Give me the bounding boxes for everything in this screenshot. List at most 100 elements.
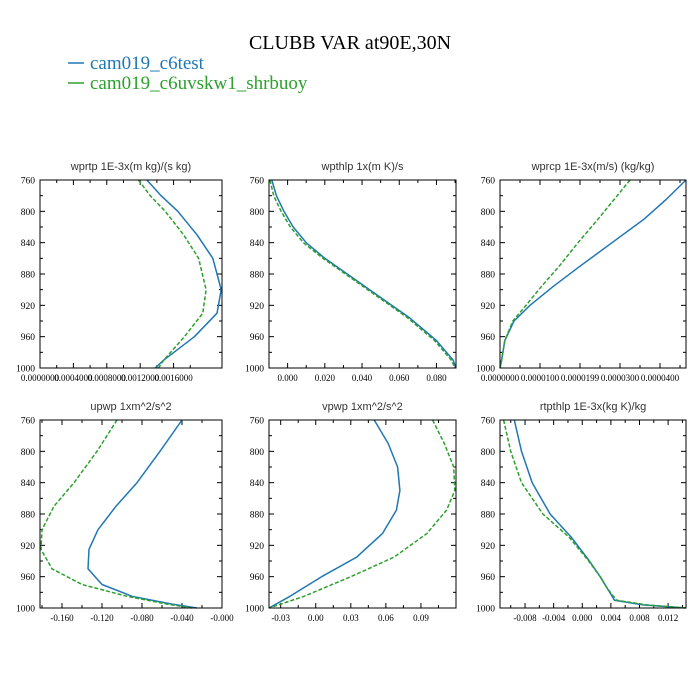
x-tick-label: -0.040 (170, 613, 194, 623)
panel-title: rtpthlp 1E-3x(kg K)/kg (540, 401, 646, 413)
y-tick-label: 800 (21, 208, 36, 218)
panel-title: wprcp 1E-3x(m/s) (kg/kg) (531, 161, 655, 173)
y-tick-label: 960 (481, 573, 496, 583)
panel-3: upwp 1xm^2/s^2 760 800 840 880 920 960 1000 -0.1… (16, 401, 234, 623)
plot-frame (268, 419, 457, 609)
series-line-0 (271, 179, 457, 369)
y-tick-label: 1000 (16, 605, 35, 615)
y-tick-label: 960 (21, 333, 36, 343)
y-tick-label: 880 (21, 511, 36, 521)
x-tick-label: 0.0000199 (561, 373, 600, 383)
series-line-0 (499, 179, 687, 369)
legend-label-1: cam019_c6uvskw1_shrbuoy (90, 73, 308, 94)
legend: cam019_c6test cam019_c6uvskw1_shrbuoy (68, 53, 308, 94)
y-tick-label: 1000 (16, 365, 35, 375)
x-tick-label: 0.0000100 (521, 373, 560, 383)
y-tick-label: 880 (481, 271, 496, 281)
y-tick-label: 920 (481, 542, 496, 552)
y-tick-label: 760 (481, 177, 496, 187)
y-tick-label: 800 (250, 448, 265, 458)
x-tick-label: 0.09 (413, 613, 429, 623)
y-tick-label: 920 (250, 542, 265, 552)
x-tick-label: 0.0008000 (88, 373, 127, 383)
figure-title: CLUBB VAR at90E,30N (249, 32, 451, 54)
y-tick-label: 920 (481, 302, 496, 312)
x-tick-label: 0.0000000 (481, 373, 520, 383)
x-tick-label: -0.160 (50, 613, 74, 623)
x-tick-label: 0.0012000 (121, 373, 160, 383)
plot-frame (499, 419, 687, 609)
panel-5: rtpthlp 1E-3x(kg K)/kg 760 800 840 880 920 960… (476, 401, 687, 623)
series-line-1 (499, 179, 631, 369)
x-tick-label: -0.004 (542, 613, 566, 623)
y-tick-label: 960 (21, 573, 36, 583)
series-line-0 (513, 419, 687, 609)
y-tick-label: 920 (21, 302, 36, 312)
plot-frame (39, 179, 223, 369)
x-tick-label: 0.008 (629, 613, 650, 623)
y-tick-label: 1000 (476, 365, 495, 375)
x-tick-label: 0.0004000 (54, 373, 93, 383)
series-line-1 (137, 179, 207, 369)
x-tick-label: 0.0016000 (154, 373, 193, 383)
panel-4: vpwp 1xm^2/s^2 760 800 840 880 920 960 1000 -0.0… (245, 401, 457, 623)
x-tick-label: 0.040 (352, 373, 373, 383)
y-tick-label: 880 (21, 271, 36, 281)
x-tick-label: 0.000 (572, 613, 593, 623)
x-tick-label: 0.0000000 (21, 373, 60, 383)
series-line-0 (146, 179, 222, 369)
y-tick-label: 800 (481, 208, 496, 218)
x-tick-label: 0.020 (315, 373, 336, 383)
y-tick-label: 840 (21, 239, 36, 249)
x-tick-label: 0.0000400 (641, 373, 680, 383)
y-tick-label: 800 (21, 448, 36, 458)
plot-frame (499, 179, 687, 369)
y-tick-label: 800 (250, 208, 265, 218)
x-tick-label: -0.03 (271, 613, 290, 623)
x-tick-label: 0.004 (601, 613, 622, 623)
plot-frame (39, 419, 223, 609)
legend-label-0: cam019_c6test (90, 53, 205, 74)
y-tick-label: 960 (250, 333, 265, 343)
y-tick-label: 920 (250, 302, 265, 312)
y-tick-label: 840 (250, 479, 265, 489)
x-tick-label: -0.008 (513, 613, 537, 623)
y-tick-label: 840 (481, 479, 496, 489)
x-tick-label: -0.120 (90, 613, 114, 623)
y-tick-label: 760 (250, 177, 265, 187)
series-line-1 (268, 419, 456, 609)
y-tick-label: 760 (481, 417, 496, 427)
y-tick-label: 1000 (245, 365, 264, 375)
y-tick-label: 1000 (476, 605, 495, 615)
y-tick-label: 800 (481, 448, 496, 458)
y-tick-label: 920 (21, 542, 36, 552)
y-tick-label: 960 (481, 333, 496, 343)
x-tick-label: 0.00 (308, 613, 324, 623)
x-tick-label: -0.000 (210, 613, 234, 623)
panel-title: wprtp 1E-3x(m kg)/(s kg) (70, 161, 191, 173)
x-tick-label: -0.080 (130, 613, 154, 623)
panel-title: wpthlp 1x(m K)/s (321, 161, 404, 173)
panels: wprtp 1E-3x(m kg)/(s kg) 760 800 840 880 920 9… (16, 161, 687, 623)
panel-title: upwp 1xm^2/s^2 (90, 401, 171, 413)
series-line-1 (269, 179, 456, 369)
x-tick-label: 0.012 (658, 613, 678, 623)
series-line-1 (40, 419, 193, 609)
plot-frame (268, 179, 457, 369)
series-line-1 (502, 419, 687, 609)
x-tick-label: 0.080 (426, 373, 447, 383)
x-tick-label: 0.03 (343, 613, 359, 623)
y-tick-label: 760 (21, 177, 36, 187)
panel-1: wpthlp 1x(m K)/s 760 800 840 880 920 960 1000 0.… (245, 161, 457, 383)
panel-2: wprcp 1E-3x(m/s) (kg/kg) 760 800 840 880 920 9… (476, 161, 687, 383)
y-tick-label: 760 (21, 417, 36, 427)
y-tick-label: 880 (250, 271, 265, 281)
panel-0: wprtp 1E-3x(m kg)/(s kg) 760 800 840 880 920 9… (16, 161, 223, 383)
x-tick-label: 0.060 (389, 373, 410, 383)
y-tick-label: 880 (481, 511, 496, 521)
y-tick-label: 840 (21, 479, 36, 489)
x-tick-label: 0.000 (277, 373, 298, 383)
y-tick-label: 880 (250, 511, 265, 521)
y-tick-label: 1000 (245, 605, 264, 615)
